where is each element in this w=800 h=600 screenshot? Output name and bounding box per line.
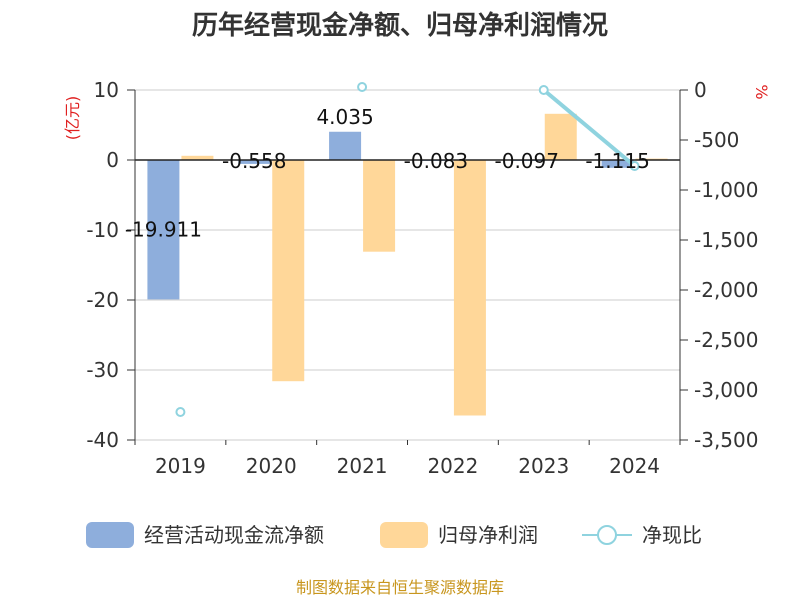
- right-axis-label: %: [752, 84, 771, 99]
- legend-label-net-profit: 归母净利润: [438, 523, 538, 547]
- cash-flow-bar: [601, 160, 634, 168]
- cash-flow-data-label: 4.035: [316, 105, 373, 129]
- left-tick-label: -10: [86, 218, 119, 242]
- legend-marker-net-cash-ratio: [597, 525, 617, 545]
- gridlines: [135, 89, 680, 441]
- legend-swatch-cash-flow: [86, 522, 134, 548]
- right-tick-label: 0: [694, 78, 707, 102]
- right-tick-label: -500: [694, 128, 739, 152]
- legend-label-cash-flow: 经营活动现金流净额: [144, 523, 324, 547]
- net-cash-ratio-point: [357, 82, 368, 92]
- left-tick-label: -30: [86, 358, 119, 382]
- cash-flow-bar: [147, 160, 180, 300]
- net-profit-bar: [272, 160, 305, 382]
- legend-swatch-net-profit: [380, 522, 428, 548]
- right-tick-label: -1,000: [694, 178, 758, 202]
- net-cash-ratio-point: [629, 161, 640, 171]
- net-profit-bar: [181, 155, 214, 160]
- right-tick-label: -3,000: [694, 378, 758, 402]
- cash-flow-data-label: -0.097: [495, 149, 559, 173]
- cash-flow-data-label: -0.558: [222, 149, 286, 173]
- legend-label-net-cash-ratio: 净现比: [642, 523, 702, 547]
- x-tick-label: 2021: [337, 454, 388, 478]
- chart-title: 历年经营现金净额、归母净利润情况: [192, 10, 608, 41]
- net-cash-ratio-line: [542, 88, 636, 168]
- x-tick-label: 2020: [246, 454, 297, 478]
- right-tick-label: -2,500: [694, 328, 758, 352]
- net-cash-ratio-point: [538, 85, 549, 95]
- left-tick-label: -40: [86, 428, 119, 452]
- right-tick-label: -3,500: [694, 428, 758, 452]
- net-cash-ratio-series: [175, 82, 640, 417]
- cash-flow-bar: [329, 131, 362, 160]
- cash-flow-bar: [238, 160, 271, 164]
- right-tick-label: -1,500: [694, 228, 758, 252]
- cash-flow-data-label: -0.083: [404, 149, 468, 173]
- cash-flow-data-label: -1.115: [585, 149, 649, 173]
- left-axis-label: (亿元): [63, 96, 82, 141]
- net-cash-ratio-point: [175, 407, 186, 417]
- cash-flow-data-label: -19.911: [125, 218, 202, 242]
- net-profit-bar: [363, 160, 396, 252]
- net-profit-bar: [544, 113, 577, 160]
- left-tick-label: 10: [94, 78, 119, 102]
- source-text: 制图数据来自恒生聚源数据库: [296, 578, 504, 597]
- left-tick-label: -20: [86, 288, 119, 312]
- legend: 经营活动现金流净额 归母净利润 净现比: [86, 522, 702, 548]
- x-tick-label: 2024: [609, 454, 660, 478]
- net-profit-bar: [453, 160, 486, 416]
- x-tick-label: 2019: [155, 454, 206, 478]
- right-tick-label: -2,000: [694, 278, 758, 302]
- axes: 10 0 -10 -20 -30 -40 0 -500 -1,000 -1,500 -2,000 -2…: [86, 78, 758, 478]
- x-tick-label: 2022: [427, 454, 478, 478]
- left-tick-label: 0: [106, 148, 119, 172]
- data-labels: -19.911 -0.558 4.035 -0.083 -0.097 -1.115: [125, 105, 650, 242]
- x-tick-label: 2023: [518, 454, 569, 478]
